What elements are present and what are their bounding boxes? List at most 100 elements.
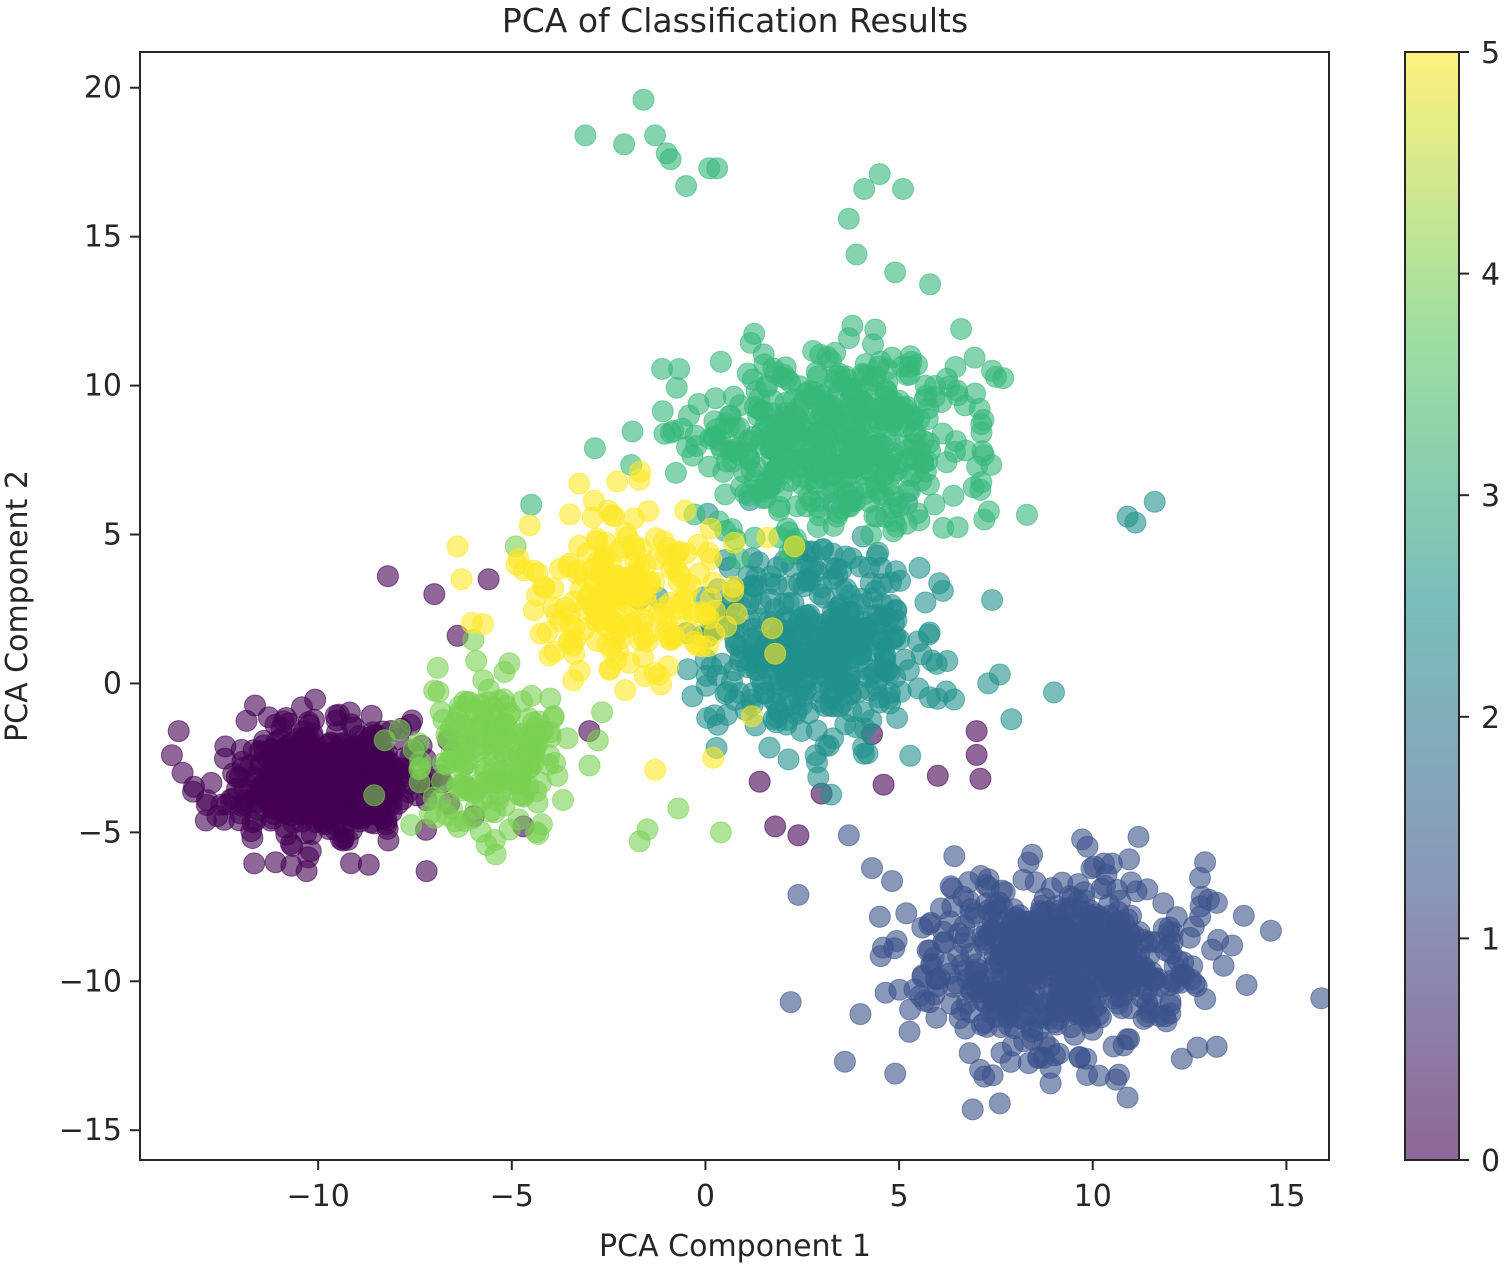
scatter-point-class-1 (1021, 843, 1044, 866)
scatter-point-class-1 (973, 1065, 996, 1088)
scatter-point-class-2 (810, 690, 833, 713)
scatter-point-class-2 (852, 742, 875, 765)
scatter-point-class-3 (802, 453, 825, 476)
scatter-point-class-2 (786, 658, 808, 681)
scatter-point-class-2 (745, 630, 768, 653)
colorbar-tick-label: 2 (1481, 701, 1500, 736)
scatter-point-class-3 (837, 448, 860, 471)
scatter-point-class-5 (559, 503, 581, 526)
scatter-point-class-0 (336, 828, 359, 851)
scatter-point-class-2 (676, 658, 699, 681)
scatter-point-class-5 (598, 658, 621, 681)
scatter-point-class-1 (1138, 944, 1161, 967)
scatter-point-class-1 (936, 952, 959, 975)
scatter-point-class-3 (845, 243, 868, 266)
scatter-point-class-1 (1094, 947, 1116, 970)
scatter-point-class-2 (870, 556, 893, 579)
scatter-point-class-5 (644, 527, 667, 550)
scatter-point-class-3 (919, 273, 942, 296)
scatter-point-class-5 (699, 517, 722, 540)
scatter-point-class-4 (586, 729, 609, 752)
scatter-point-class-3 (687, 393, 710, 415)
scatter-point-class-1 (1094, 911, 1117, 933)
scatter-point-class-5 (674, 499, 697, 522)
scatter-point-class-3 (703, 410, 726, 433)
scatter-point-class-1 (1152, 892, 1175, 915)
scatter-point-class-1 (1105, 1068, 1127, 1091)
scatter-point-class-2 (753, 682, 776, 705)
scatter-point-class-3 (981, 359, 1004, 382)
scatter-point-class-1 (779, 991, 802, 1014)
scatter-point-class-2 (850, 587, 873, 610)
scatter-point-class-2 (797, 607, 820, 630)
scatter-point-class-1 (899, 998, 922, 1021)
scatter-point-class-0 (235, 709, 258, 732)
scatter-point-class-1 (1079, 899, 1102, 922)
scatter-point-class-1 (961, 1098, 984, 1121)
scatter-point-class-1 (884, 1062, 907, 1085)
scatter-point-class-2 (931, 579, 954, 602)
scatter-point-class-3 (613, 133, 636, 156)
scatter-point-class-1 (1212, 954, 1235, 977)
scatter-point-class-1 (1038, 1036, 1061, 1059)
scatter-point-class-4 (477, 678, 500, 701)
scatter-point-class-5 (658, 622, 681, 645)
scatter-point-class-1 (1259, 919, 1282, 942)
scatter-point-class-1 (849, 1003, 872, 1026)
scatter-point-class-5 (581, 506, 604, 529)
scatter-point-class-3 (903, 421, 925, 444)
scatter-point-class-2 (977, 672, 1000, 695)
scatter-point-class-1 (988, 891, 1011, 914)
scatter-point-class-5 (680, 622, 703, 645)
scatter-point-class-0 (965, 743, 988, 766)
scatter-point-class-2 (899, 744, 922, 767)
scatter-point-class-4 (578, 754, 601, 777)
scatter-point-class-2 (1124, 511, 1147, 534)
scatter-point-class-5 (614, 521, 637, 544)
scatter-point-class-0 (926, 764, 949, 787)
scatter-point-class-0 (264, 851, 287, 874)
scatter-point-class-0 (243, 852, 266, 875)
scatter-point-class-3 (935, 451, 958, 474)
scatter-point-class-1 (1205, 1035, 1228, 1058)
scatter-point-class-4 (363, 784, 386, 807)
scatter-point-class-0 (297, 762, 320, 785)
scatter-point-class-4 (477, 783, 500, 806)
scatter-point-class-3 (722, 385, 745, 408)
scatter-point-class-3 (785, 421, 808, 444)
scatter-point-class-5 (505, 553, 528, 576)
scatter-point-class-2 (850, 640, 873, 663)
scatter-point-class-2 (936, 650, 959, 672)
scatter-point-class-3 (906, 353, 928, 376)
scatter-point-class-1 (1201, 938, 1224, 961)
scatter-point-class-3 (664, 461, 687, 484)
scatter-point-class-1 (1076, 835, 1099, 858)
scatter-point-class-0 (326, 721, 348, 744)
scatter-point-class-1 (1050, 977, 1073, 999)
scatter-point-class-3 (706, 157, 729, 180)
scatter-point-class-3 (758, 476, 781, 499)
scatter-point-class-5 (522, 599, 545, 622)
scatter-point-class-3 (766, 413, 789, 436)
scatter-point-class-5 (518, 514, 541, 537)
scatter-point-class-2 (795, 570, 818, 592)
scatter-point-class-1 (1149, 975, 1171, 997)
scatter-point-class-5 (725, 602, 748, 625)
scatter-point-class-4 (488, 731, 511, 754)
scatter-point-class-3 (841, 490, 864, 513)
scatter-point-class-4 (432, 752, 455, 775)
scatter-point-class-5 (659, 591, 682, 614)
scatter-point-class-3 (802, 340, 825, 362)
scatter-point-class-3 (644, 124, 667, 147)
y-tick-label: 20 (84, 71, 122, 106)
scatter-point-class-3 (671, 417, 694, 440)
scatter-point-class-5 (700, 548, 723, 570)
scatter-point-class-4 (402, 738, 425, 761)
scatter-point-class-2 (840, 700, 863, 723)
scatter-point-class-2 (880, 628, 903, 651)
x-tick-label: 0 (696, 1179, 715, 1214)
scatter-point-class-5 (670, 606, 693, 629)
x-tick-label: −5 (490, 1179, 534, 1214)
scatter-point-class-3 (837, 327, 860, 350)
